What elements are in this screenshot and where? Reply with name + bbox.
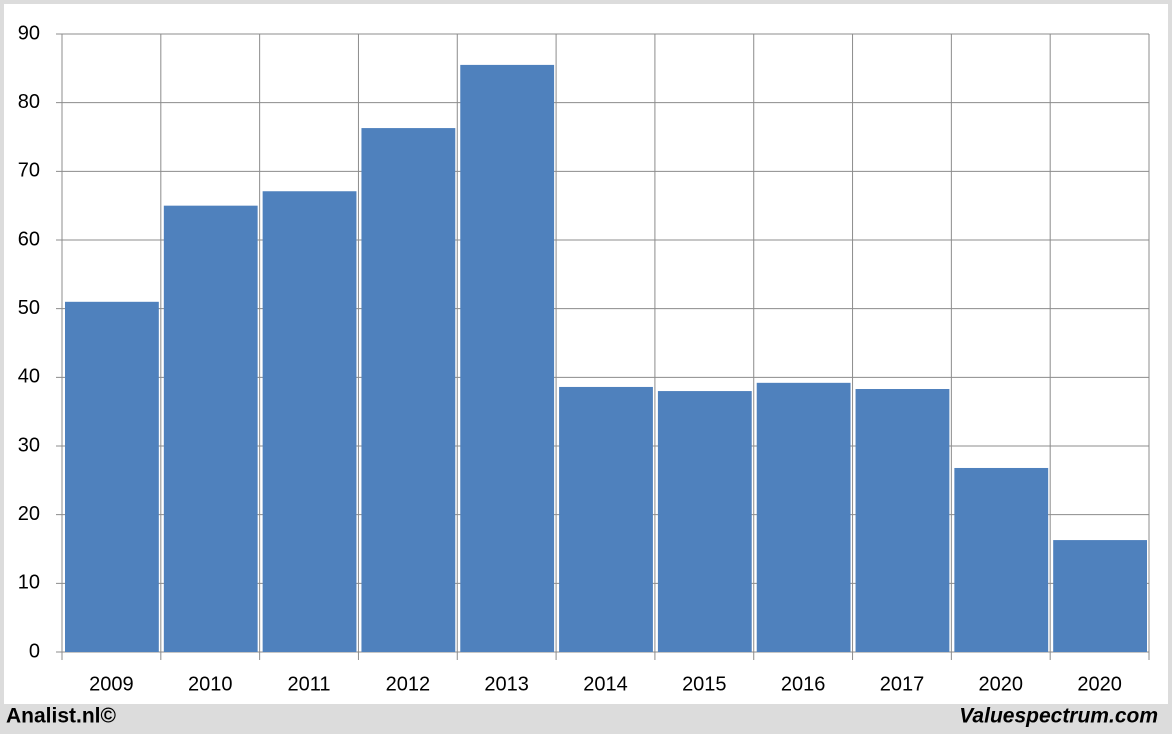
x-tick-label: 2020: [1077, 673, 1122, 695]
y-tick-label: 20: [18, 503, 40, 525]
bar: [65, 301, 159, 652]
footer-left: Analist.nl©: [6, 705, 117, 728]
bar: [163, 205, 258, 652]
bar: [361, 128, 456, 652]
x-tick-label: 2012: [386, 673, 431, 695]
bar: [657, 391, 752, 652]
y-tick-label: 90: [18, 22, 40, 44]
y-tick-label: 40: [18, 366, 40, 388]
y-tick-label: 30: [18, 434, 40, 456]
y-tick-label: 80: [18, 91, 40, 113]
y-tick-label: 0: [29, 640, 40, 662]
y-tick-label: 70: [18, 160, 40, 182]
x-tick-label: 2011: [288, 673, 331, 695]
bar: [954, 467, 1049, 652]
bar: [855, 389, 950, 652]
y-tick-label: 50: [18, 297, 40, 319]
bar: [559, 386, 653, 652]
bar: [262, 191, 357, 652]
y-tick-label: 60: [18, 228, 40, 250]
x-tick-label: 2013: [484, 673, 529, 695]
x-tick-label: 2010: [188, 673, 233, 695]
bar: [756, 382, 851, 652]
footer-right: Valuespectrum.com: [959, 705, 1158, 728]
x-tick-label: 2009: [89, 673, 134, 695]
x-tick-label: 2020: [979, 673, 1024, 695]
bar: [1053, 540, 1147, 652]
x-tick-label: 2016: [781, 673, 826, 695]
x-tick-label: 2014: [583, 673, 628, 695]
x-tick-label: 2017: [880, 673, 925, 695]
bar: [460, 64, 555, 652]
x-tick-label: 2015: [682, 673, 727, 695]
y-tick-label: 10: [18, 572, 40, 594]
